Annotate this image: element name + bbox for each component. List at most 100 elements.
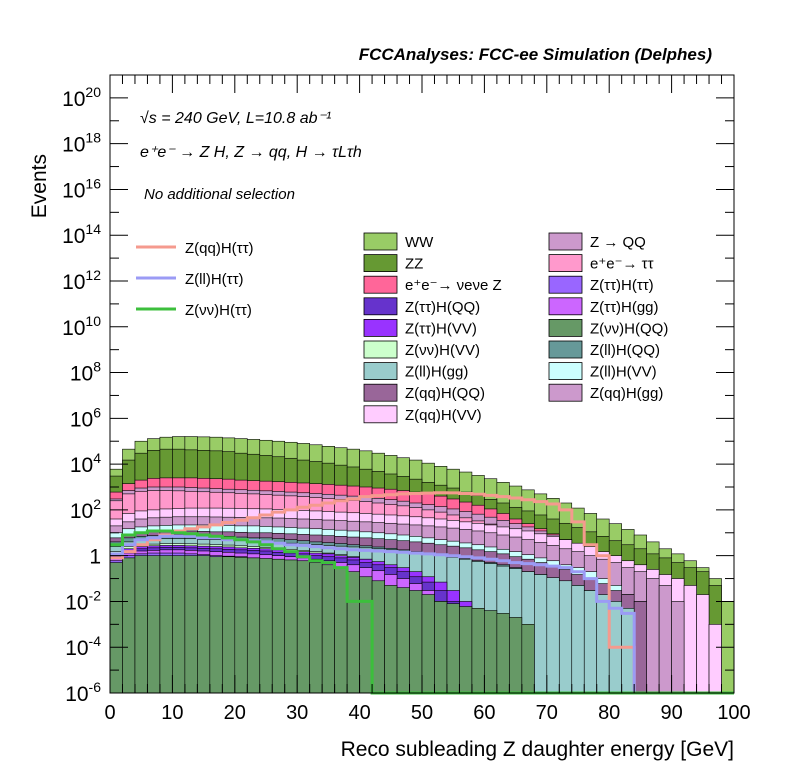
stack-bar-16-18 [334, 567, 348, 694]
legend-col1-swatch-3 [363, 297, 398, 316]
legend-col1-swatch-6 [363, 362, 398, 381]
annotation-process: e⁺e⁻ → Z H, Z → qq, H → τLτh [140, 144, 362, 161]
legend-col2-swatch-3 [548, 297, 583, 316]
x-tick-label: 60 [473, 702, 495, 724]
y-tick-label: 10-2 [65, 587, 101, 614]
stack-bar-16-19 [346, 571, 360, 694]
annotation-selection: No additional selection [144, 186, 295, 203]
stack-bar-10-36 [558, 580, 573, 694]
legend-col2-label-7: Z(qq)H(gg) [590, 385, 663, 402]
x-tick-label: 20 [224, 702, 246, 724]
stack-bar-16-8 [209, 556, 223, 694]
stack-bar-16-5 [172, 555, 186, 694]
stack-bar-10-41 [621, 608, 635, 694]
x-axis-label: Reco subleading Z daughter energy [GeV] [341, 738, 734, 761]
stack-bar-16-6 [184, 555, 198, 694]
legend-col2-swatch-0 [548, 232, 583, 251]
legend-col1-swatch-4 [363, 318, 398, 337]
stack-bar-10-38 [583, 590, 598, 694]
stack-bar-5-46 [683, 585, 697, 694]
legend-col2-label-6: Z(ll)H(VV) [590, 364, 657, 381]
stack-bar-16-4 [159, 555, 173, 694]
legend-col1-swatch-1 [363, 254, 398, 273]
stack-bar-10-35 [546, 577, 560, 694]
y-tick-label: 1016 [62, 175, 101, 202]
stack-bar-16-20 [359, 576, 373, 694]
x-tick-label: 80 [598, 702, 620, 724]
chart-title: FCCAnalyses: FCC-ee Simulation (Delphes) [359, 45, 713, 64]
legend-label-left-2: Z(νν)H(ττ) [185, 302, 252, 319]
y-tick-label: 1020 [62, 84, 101, 111]
legend-col1-swatch-5 [363, 340, 398, 359]
legend-col2-swatch-2 [548, 275, 583, 294]
y-tick-label: 10-4 [65, 633, 101, 660]
stack-bar-10-39 [596, 594, 610, 694]
stack-bar-16-16 [309, 562, 323, 694]
stack-bar-16-33 [521, 624, 535, 694]
stack-bar-6-45 [671, 601, 685, 694]
stack-bar-16-28 [459, 606, 473, 694]
legend-col2-swatch-6 [548, 362, 583, 381]
stack-bar-16-27 [446, 603, 460, 694]
legend-col1-label-5: Z(νν)H(VV) [405, 342, 480, 359]
legend-col1-swatch-8 [363, 405, 398, 424]
y-tick-label: 10-6 [65, 679, 101, 706]
x-tick-label: 30 [286, 702, 308, 724]
y-tick-label: 104 [70, 450, 101, 477]
stack-bar-16-23 [396, 587, 410, 694]
legend-col2-label-4: Z(νν)H(QQ) [590, 320, 668, 337]
annotation-energy: √s = 240 GeV, L=10.8 ab⁻¹ [140, 110, 331, 127]
stack-bar-16-26 [434, 601, 448, 694]
legend-col1-label-0: WW [405, 234, 434, 251]
legend: Z(qq)H(ττ) Z(ll)H(ττ) Z(νν)H(ττ) WW ZZ e⁺e⁻→ … [136, 232, 668, 424]
stack-bar-10-34 [534, 574, 548, 694]
stack-bar-16-13 [271, 558, 286, 694]
y-axis-label: Events [28, 154, 51, 218]
stack-bar-16-15 [296, 560, 310, 694]
legend-col2-label-1: e⁺e⁻→ ττ [590, 256, 654, 273]
x-tick-label: 50 [411, 702, 433, 724]
legend-label-left-0: Z(qq)H(ττ) [185, 240, 254, 257]
stack-bar-16-30 [484, 610, 498, 694]
y-tick-label: 1014 [62, 221, 101, 248]
stack-bar-16-22 [384, 585, 398, 694]
y-tick-label: 1010 [62, 313, 101, 340]
x-tick-label: 10 [161, 702, 183, 724]
stack-bar-16-11 [246, 557, 261, 694]
legend-col2-label-3: Z(ττ)H(gg) [590, 299, 659, 316]
legend-col2-label-5: Z(ll)H(QQ) [590, 342, 660, 359]
stack-bar-16-0 [109, 562, 123, 694]
legend-col1-label-3: Z(ττ)H(QQ) [405, 299, 480, 316]
x-tick-label: 40 [348, 702, 370, 724]
stack-bar-16-14 [284, 559, 298, 694]
legend-col2-swatch-5 [548, 340, 583, 359]
y-tick-label: 1012 [62, 267, 101, 294]
stack-bar-8-42 [633, 601, 647, 694]
stack-bar-5-47 [696, 594, 710, 694]
stack-bar-16-7 [197, 555, 211, 694]
legend-col1-label-2: e⁺e⁻→ νeνe Z [405, 277, 502, 294]
stack-bar-16-24 [409, 590, 423, 694]
x-tick-label: 0 [104, 702, 115, 724]
stack-bar-16-12 [259, 558, 273, 694]
y-tick-label: 106 [70, 404, 101, 431]
stack-bar-16-9 [222, 556, 236, 694]
stack-bar-16-2 [134, 555, 148, 694]
legend-col1-label-1: ZZ [405, 256, 423, 273]
legend-col2-swatch-4 [548, 318, 583, 337]
y-tick-label: 1 [89, 546, 101, 569]
stack-bar-16-29 [471, 608, 485, 694]
stack-bar-16-25 [421, 594, 435, 694]
stack-bar-10-37 [571, 585, 585, 694]
legend-label-left-1: Z(ll)H(ττ) [185, 271, 244, 288]
legend-col2-label-0: Z → QQ [590, 234, 646, 251]
stack-bar-16-17 [321, 564, 335, 694]
signal-line-0 [110, 491, 734, 695]
stack-bar-6-44 [658, 585, 672, 694]
axes: 0 10 20 30 40 50 60 70 80 90 10010-610-410-2110210… [62, 74, 751, 724]
x-tick-label: 70 [536, 702, 558, 724]
legend-col2-label-2: Z(ττ)H(ττ) [590, 277, 654, 294]
legend-col1-swatch-0 [363, 232, 398, 251]
stack-bar-16-31 [496, 613, 510, 694]
